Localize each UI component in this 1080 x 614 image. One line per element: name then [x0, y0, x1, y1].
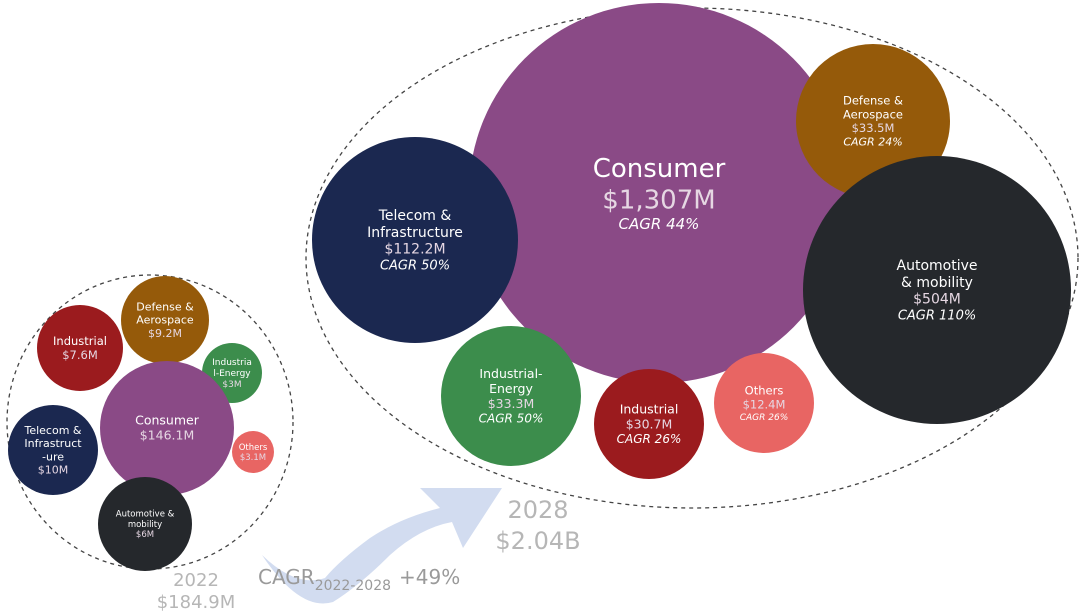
bubble-label: Automotive &: [116, 510, 175, 520]
bubble-value-label: $6M: [136, 530, 154, 540]
bubble-label: Industria: [212, 358, 252, 368]
bubble-circle: [312, 137, 518, 343]
bubble-value-label: $112.2M: [384, 242, 445, 258]
bubble-value-label: $7.6M: [62, 348, 98, 362]
bubble-value-label: $33.3M: [488, 396, 535, 411]
bubble-value-label: $504M: [913, 292, 961, 308]
bubble-cagr-label: CAGR 110%: [898, 309, 976, 324]
total-2028-label: $2.04B: [495, 527, 580, 555]
bubble-label: Telecom &: [378, 208, 452, 224]
bubble-2028-others: Others$12.4M CAGR 26%: [714, 353, 814, 453]
bubble-label: Automotive: [897, 258, 978, 274]
bubble-cagr-label: CAGR 44%: [619, 215, 700, 233]
bubble-label: & mobility: [901, 275, 973, 291]
bubble-label: Telecom &: [23, 424, 81, 437]
bubble-circle: [98, 477, 192, 571]
growth-cagr-value: +49%: [399, 565, 460, 589]
bubble-cagr-label: CAGR 50%: [380, 259, 450, 274]
bubble-circle: [8, 405, 98, 495]
bubble-label: l-Energy: [213, 369, 251, 379]
bubble-value-label: $9.2M: [148, 327, 182, 340]
bubble-2022-industrial: Industrial$7.6M: [37, 305, 123, 391]
bubble-circle: [469, 3, 849, 383]
bubble-value-label: $30.7M: [626, 417, 673, 432]
bubble-value-label: $1,307M: [602, 185, 715, 215]
bubble-circle: [594, 369, 704, 479]
bubble-value-label: $12.4M: [743, 397, 786, 411]
growth-cagr-label: CAGR2022-2028 +49%: [258, 565, 460, 594]
bubble-2022-defense-aerospace: Defense &Aerospace$9.2M: [121, 276, 209, 364]
bubble-circle: [441, 326, 581, 466]
bubble-label: Defense &: [843, 93, 903, 107]
bubble-label: Infrastructure: [367, 225, 463, 241]
growth-cagr-period: 2022-2028: [315, 578, 391, 594]
bubble-value-label: $3.1M: [240, 453, 266, 463]
bubble-2022-others: Others$3.1M: [232, 431, 274, 473]
bubble-value-label: $146.1M: [140, 428, 195, 443]
bubble-cagr-label: CAGR 50%: [479, 412, 544, 426]
bubble-label: Others: [745, 384, 784, 398]
bubble-label: Industrial: [53, 334, 107, 348]
bubble-label: Defense &: [136, 300, 194, 313]
bubble-value-label: $10M: [38, 463, 69, 476]
bubble-label: Energy: [489, 381, 533, 396]
bubble-label: Infrastruct: [24, 437, 82, 450]
bubble-value-label: $3M: [222, 380, 241, 390]
bubble-circle: [803, 156, 1071, 424]
bubble-circle: [714, 353, 814, 453]
bubble-label: Aerospace: [136, 314, 194, 327]
bubble-cagr-label: CAGR 24%: [843, 135, 902, 148]
bubble-2022-automotive-mobility: Automotive &mobility$6M: [98, 477, 192, 571]
bubble-2022-telecom-infrastruct-ure: Telecom &Infrastruct-ure$10M: [8, 405, 98, 495]
bubble-cagr-label: CAGR 26%: [617, 432, 682, 446]
year-2028-label: 2028: [507, 496, 568, 524]
bubble-label: -ure: [42, 450, 64, 463]
bubble-label: mobility: [128, 520, 162, 530]
bubble-value-label: $33.5M: [852, 121, 895, 135]
bubble-circle: [100, 361, 234, 495]
bubble-label: Consumer: [593, 154, 726, 184]
bubble-circle: [37, 305, 123, 391]
bubble-label: Consumer: [135, 413, 200, 428]
bubble-circle: [232, 431, 274, 473]
bubble-cagr-label: CAGR 26%: [740, 413, 789, 423]
bubble-label: Industrial-: [479, 366, 542, 381]
bubble-label: Others: [239, 443, 268, 453]
growth-arrow: [262, 488, 502, 604]
year-2022-label: 2022: [173, 570, 219, 591]
bubble-circle: [121, 276, 209, 364]
bubble-label: Aerospace: [843, 107, 903, 121]
bubble-label: Industrial: [620, 402, 679, 417]
bubble-2022-consumer: Consumer$146.1M: [100, 361, 234, 495]
total-2022-label: $184.9M: [157, 592, 236, 613]
growth-cagr-word: CAGR: [258, 565, 315, 589]
